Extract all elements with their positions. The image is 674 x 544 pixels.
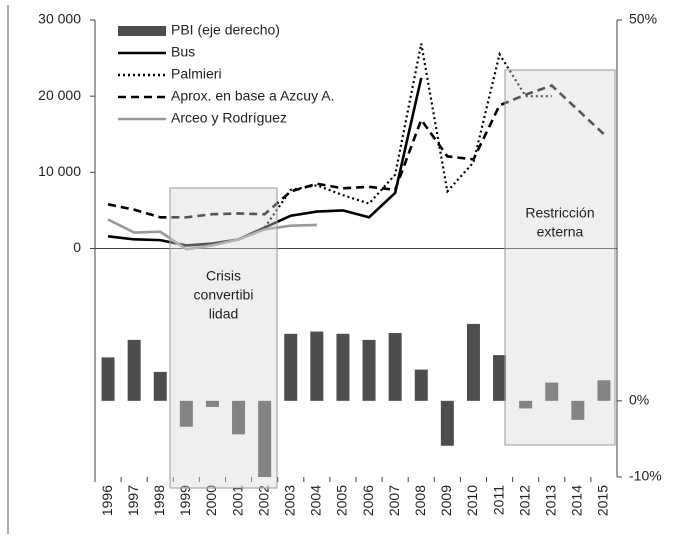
x-tick-label: 2013 bbox=[542, 485, 558, 516]
bar bbox=[101, 357, 115, 401]
y-tick-label: 30 000 bbox=[38, 11, 81, 27]
x-tick-label: 2002 bbox=[255, 485, 271, 516]
x-tick-label: 2005 bbox=[334, 485, 350, 516]
y-tick-label: 20 000 bbox=[38, 87, 81, 103]
bar bbox=[205, 400, 219, 407]
x-tick-label: 2011 bbox=[490, 485, 506, 515]
y-tick-label: 0 bbox=[73, 239, 81, 255]
legend-label: Arceo y Rodríguez bbox=[171, 110, 287, 126]
bar bbox=[153, 371, 167, 401]
x-tick-label: 2014 bbox=[569, 485, 585, 516]
annotation-text: convertibi bbox=[194, 287, 254, 303]
bar bbox=[232, 400, 246, 435]
x-tick-label: 2012 bbox=[516, 485, 532, 516]
line-series bbox=[107, 218, 317, 251]
legend-swatch bbox=[118, 26, 166, 36]
annotation-text: lidad bbox=[209, 306, 239, 322]
bar bbox=[545, 382, 559, 401]
x-tick-label: 1999 bbox=[177, 485, 193, 516]
x-tick-label: 2004 bbox=[308, 485, 324, 516]
x-tick-label: 2008 bbox=[412, 485, 428, 516]
x-tick-label: 2015 bbox=[595, 485, 611, 516]
y2-tick-label: -10% bbox=[629, 468, 662, 484]
bar bbox=[493, 355, 507, 401]
bar bbox=[414, 369, 428, 401]
annotation-text: Restricción bbox=[525, 205, 594, 221]
annotation-box bbox=[169, 187, 278, 489]
bar bbox=[362, 339, 376, 401]
x-tick-label: 2009 bbox=[438, 485, 454, 516]
x-tick-label: 2000 bbox=[203, 485, 219, 516]
x-tick-label: 2006 bbox=[360, 485, 376, 516]
legend-label: Palmieri bbox=[171, 66, 222, 82]
y2-tick-label: 0% bbox=[629, 392, 649, 408]
x-tick-label: 2007 bbox=[386, 485, 402, 516]
x-tick-label: 1998 bbox=[151, 485, 167, 516]
bar bbox=[310, 331, 324, 401]
x-tick-label: 1997 bbox=[125, 485, 141, 516]
x-tick-label: 1996 bbox=[99, 485, 115, 516]
bar bbox=[388, 333, 402, 401]
bar bbox=[336, 333, 350, 401]
bar bbox=[179, 400, 193, 427]
x-tick-label: 2001 bbox=[229, 485, 245, 516]
bar bbox=[440, 400, 454, 446]
annotation-box bbox=[504, 69, 616, 446]
legend-label: Aprox. en base a Azcuy A. bbox=[171, 88, 334, 104]
bar bbox=[127, 339, 141, 401]
y-tick-label: 10 000 bbox=[38, 163, 81, 179]
bar bbox=[258, 400, 272, 477]
x-tick-label: 2003 bbox=[281, 485, 297, 516]
bar bbox=[466, 323, 480, 401]
bar bbox=[284, 333, 298, 401]
annotation-text: externa bbox=[537, 224, 584, 240]
bar bbox=[571, 400, 585, 420]
legend-label: Bus bbox=[171, 44, 195, 60]
bar bbox=[597, 380, 611, 401]
x-tick-label: 2010 bbox=[464, 485, 480, 516]
bar bbox=[519, 400, 533, 409]
y2-tick-label: 50% bbox=[629, 11, 657, 27]
line-series bbox=[107, 84, 605, 219]
annotation-text: Crisis bbox=[206, 268, 241, 284]
legend-label: PBI (eje derecho) bbox=[171, 22, 280, 38]
